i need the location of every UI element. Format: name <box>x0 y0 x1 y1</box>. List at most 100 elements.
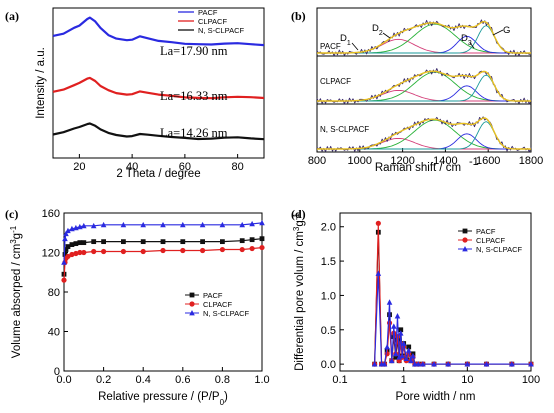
panel-c-marker <box>249 220 255 227</box>
peak-letter: D <box>372 23 379 34</box>
panel-b-peak-arrow <box>469 42 475 49</box>
panel-c-marker <box>81 249 87 256</box>
panel-d-legend-label: PACF <box>476 227 496 236</box>
panel-c-marker <box>160 239 166 245</box>
label-part: -1 <box>9 225 18 233</box>
peak-letter: D <box>461 33 468 44</box>
panel-d-marker <box>386 299 393 305</box>
panel-a-xtick-label: 40 <box>126 161 138 173</box>
panel-d-frame <box>339 212 532 372</box>
panel-a-ylabel: Intensity / a.u. <box>35 47 47 119</box>
panel-b-fit-curve <box>317 117 531 150</box>
peak-letter: G <box>503 25 510 36</box>
panel-d-xtick-label: 10 <box>461 374 473 386</box>
panel-a-xtick-label: 60 <box>179 161 191 173</box>
panel-a-legend-label: PACF <box>198 8 218 17</box>
panel-c-marker <box>160 221 166 228</box>
panel-c-legend-marker <box>189 301 195 307</box>
label-part: Volume absorped / cm <box>11 244 23 358</box>
panel-d-xtick-label: 1 <box>401 374 407 386</box>
panel-c-marker <box>62 235 68 242</box>
panel-c-marker <box>180 239 186 245</box>
panel-a-xtick-label: 80 <box>232 161 244 173</box>
panel-d-marker <box>381 361 388 367</box>
panel-b-peak-label: D3 <box>461 33 472 47</box>
peak-subscript: 3 <box>468 40 472 47</box>
panel-c-ylabel: Volume absorped / cm3g-1 <box>9 225 24 358</box>
panel-d-ylabel: Differential pore volum / cm3g-1 <box>292 213 307 371</box>
panel-d-marker <box>406 344 412 350</box>
panel-d-legend-marker <box>462 237 468 243</box>
panel-d-xlabel: Pore width / nm <box>396 391 476 403</box>
panel-c-marker <box>200 239 205 245</box>
panel-c-xtick-label: 0.2 <box>96 374 111 386</box>
panel-c-marker <box>121 239 126 245</box>
panel-c-marker <box>140 239 146 245</box>
panel-c-legend-label: PACF <box>203 291 223 300</box>
panel-d-marker <box>393 354 399 360</box>
peak-subscript: 1 <box>347 40 351 47</box>
peak-letter: D <box>340 33 347 44</box>
panel-d-xtick-label: 100 <box>522 374 540 386</box>
panel-d-marker <box>392 350 399 357</box>
panel-b-sample-label: PACF <box>320 42 341 51</box>
panel-b-sample-label: CLPACF <box>320 77 351 86</box>
panel-c-marker <box>219 221 226 228</box>
panel-c-legend-label: N, S-CLPACF <box>203 309 250 318</box>
label-part: Intensity / a.u. <box>35 47 47 119</box>
panel-c-label: (c) <box>5 207 18 221</box>
panel-c-marker <box>140 221 146 228</box>
panel-d-ytick-label: 1.0 <box>321 290 336 302</box>
panel-c-marker <box>91 248 97 255</box>
panel-c-marker <box>61 277 67 283</box>
panel-d-marker <box>386 320 393 326</box>
panel-c-marker <box>61 259 67 265</box>
panel-d-ytick-label: 0.5 <box>321 325 336 337</box>
panel-b-xtick-label: 1800 <box>519 155 543 167</box>
panel-c-marker <box>259 236 265 242</box>
panel-c-frame <box>63 212 263 372</box>
panel-b-xtick-label: 1400 <box>433 155 457 167</box>
panel-c-marker <box>73 250 79 257</box>
panel-d-legend-label: CLPACF <box>476 236 505 245</box>
panel-c-marker <box>239 246 245 253</box>
label-part: g <box>11 233 23 239</box>
panel-c-marker <box>77 240 83 246</box>
panel-c-ytick-label: 160 <box>42 208 60 220</box>
panel-c-marker <box>200 247 206 254</box>
panel-a-annotation: La=17.90 nm <box>160 44 228 58</box>
panel-d-marker <box>464 361 471 367</box>
panel-d-label: (d) <box>291 207 306 221</box>
panel-d-marker <box>391 323 397 329</box>
panel-c-legend-label: CLPACF <box>203 300 232 309</box>
panel-c-ytick-label: 120 <box>42 248 60 260</box>
panel-d-marker <box>398 327 404 333</box>
panel-c-xtick-label: 0.6 <box>175 374 190 386</box>
panel-b-xlabel: Raman shift / cm <box>375 162 461 174</box>
panel-c-marker <box>69 251 75 258</box>
panel-d-marker <box>528 361 534 367</box>
panel-d-marker <box>371 361 378 367</box>
panel-c-legend-marker <box>189 310 195 316</box>
panel-d-marker <box>483 361 490 367</box>
panel-c-xtick-label: 0.8 <box>215 374 230 386</box>
panel-c-marker <box>249 245 255 252</box>
panel-c-marker <box>69 242 75 247</box>
panel-c-xtick-label: 1.0 <box>254 374 269 386</box>
label-part: 3 <box>9 239 18 244</box>
panel-c-xtick-label: 0.4 <box>136 374 151 386</box>
panel-c-marker <box>239 238 245 244</box>
panel-d-legend-label: N, S-CLPACF <box>476 245 523 254</box>
panel-d-marker <box>445 361 451 367</box>
panel-d-marker <box>408 357 414 364</box>
panel-b-peak-arrow <box>382 32 391 39</box>
panel-a-xlabel: 2 Theta / degree <box>116 168 200 180</box>
panel-d-marker <box>388 357 395 364</box>
panel-b-xtick-label: 1200 <box>390 155 414 167</box>
panel-c-xlabel: Relative pressure / (P/P0) <box>98 391 228 407</box>
panel-d-marker <box>403 355 410 362</box>
panel-d-marker <box>400 340 407 346</box>
panel-c-marker <box>62 252 68 257</box>
panel-d-marker <box>384 343 390 350</box>
panel-c-marker <box>180 247 186 254</box>
